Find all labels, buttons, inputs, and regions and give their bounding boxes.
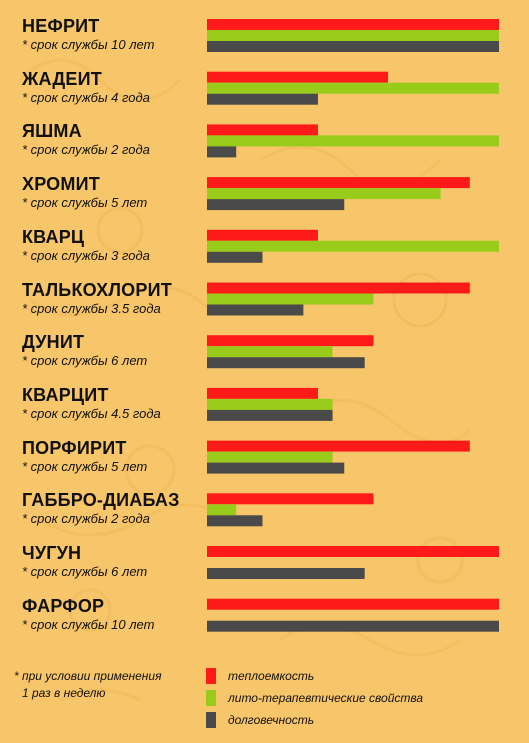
bar-therapy bbox=[207, 293, 374, 305]
category-note: * срок службы 2 года bbox=[22, 142, 150, 158]
bar-heat bbox=[207, 19, 499, 30]
bar-heat bbox=[207, 335, 374, 347]
bar-heat bbox=[207, 387, 318, 399]
bar-durability bbox=[207, 620, 499, 632]
bar-durability bbox=[207, 41, 499, 52]
bar-therapy bbox=[207, 504, 237, 516]
bar-durability bbox=[207, 409, 333, 421]
bar-heat bbox=[207, 546, 499, 557]
category-note: * срок службы 10 лет bbox=[22, 37, 155, 52]
category-note: * срок службы 5 лет bbox=[22, 458, 148, 474]
legend-swatch-gray bbox=[206, 712, 216, 728]
legend-swatch-green bbox=[206, 690, 216, 706]
category-label: КВАРЦИТ bbox=[22, 384, 109, 405]
bar-durability bbox=[207, 251, 263, 263]
bar-heat bbox=[207, 71, 389, 83]
bar-therapy bbox=[207, 240, 499, 252]
footnote: * при условии применения 1 раз в неделю bbox=[14, 668, 162, 702]
bar-durability bbox=[207, 146, 237, 158]
category-label: ПОРФИРИТ bbox=[22, 437, 127, 458]
category-label: ХРОМИТ bbox=[22, 174, 100, 195]
category-note: * срок службы 3.5 года bbox=[22, 300, 161, 316]
bar-durability bbox=[207, 515, 263, 527]
category-label: ДУНИТ bbox=[22, 332, 85, 353]
category-label: НЕФРИТ bbox=[22, 16, 100, 36]
bar-heat bbox=[207, 440, 470, 452]
legend-label: долговечность bbox=[228, 713, 315, 727]
bar-durability bbox=[207, 199, 345, 211]
category-label: ТАЛЬКОХЛОРИТ bbox=[22, 279, 172, 300]
category-note: * срок службы 10 лет bbox=[22, 616, 155, 632]
bar-durability bbox=[207, 304, 304, 316]
bar-therapy bbox=[207, 346, 333, 358]
category-note: * срок службы 3 года bbox=[22, 247, 150, 263]
bar-therapy bbox=[207, 135, 499, 147]
bar-therapy bbox=[207, 82, 499, 94]
category-note: * срок службы 4.5 года bbox=[22, 405, 161, 421]
category-note: * срок службы 5 лет bbox=[22, 195, 148, 211]
bar-durability bbox=[207, 462, 345, 474]
bar-heat bbox=[207, 493, 374, 505]
category-label: ГАББРО-ДИАБАЗ bbox=[22, 490, 180, 511]
category-label: КВАРЦ bbox=[22, 226, 85, 247]
bar-therapy bbox=[207, 188, 441, 200]
footnote-line-1: * при условии применения bbox=[14, 669, 162, 683]
category-note: * срок службы 6 лет bbox=[22, 564, 148, 579]
legend-label: лито-терапевтические свойства bbox=[228, 691, 424, 705]
category-label: ФАРФОР bbox=[22, 595, 105, 616]
category-label: ЧУГУН bbox=[22, 543, 82, 563]
bar-durability bbox=[207, 357, 365, 369]
category-label: ЯШМА bbox=[22, 121, 82, 142]
category-note: * срок службы 6 лет bbox=[22, 353, 148, 369]
bar-heat bbox=[207, 229, 318, 241]
bar-therapy bbox=[207, 451, 333, 463]
bar-heat bbox=[207, 598, 499, 610]
legend-swatch-red bbox=[206, 668, 216, 684]
bar-therapy bbox=[207, 30, 499, 41]
bar-durability bbox=[207, 93, 318, 105]
bar-heat bbox=[207, 282, 470, 294]
bar-heat bbox=[207, 177, 470, 189]
legend-label: теплоемкость bbox=[228, 669, 315, 683]
bar-heat bbox=[207, 124, 318, 136]
category-note: * срок службы 4 года bbox=[22, 89, 150, 105]
bar-durability bbox=[207, 568, 365, 579]
footnote-line-2: 1 раз в неделю bbox=[22, 686, 106, 700]
bar-therapy bbox=[207, 398, 333, 410]
category-note: * срок службы 2 года bbox=[22, 511, 150, 527]
category-label: ЖАДЕИТ bbox=[22, 68, 102, 89]
